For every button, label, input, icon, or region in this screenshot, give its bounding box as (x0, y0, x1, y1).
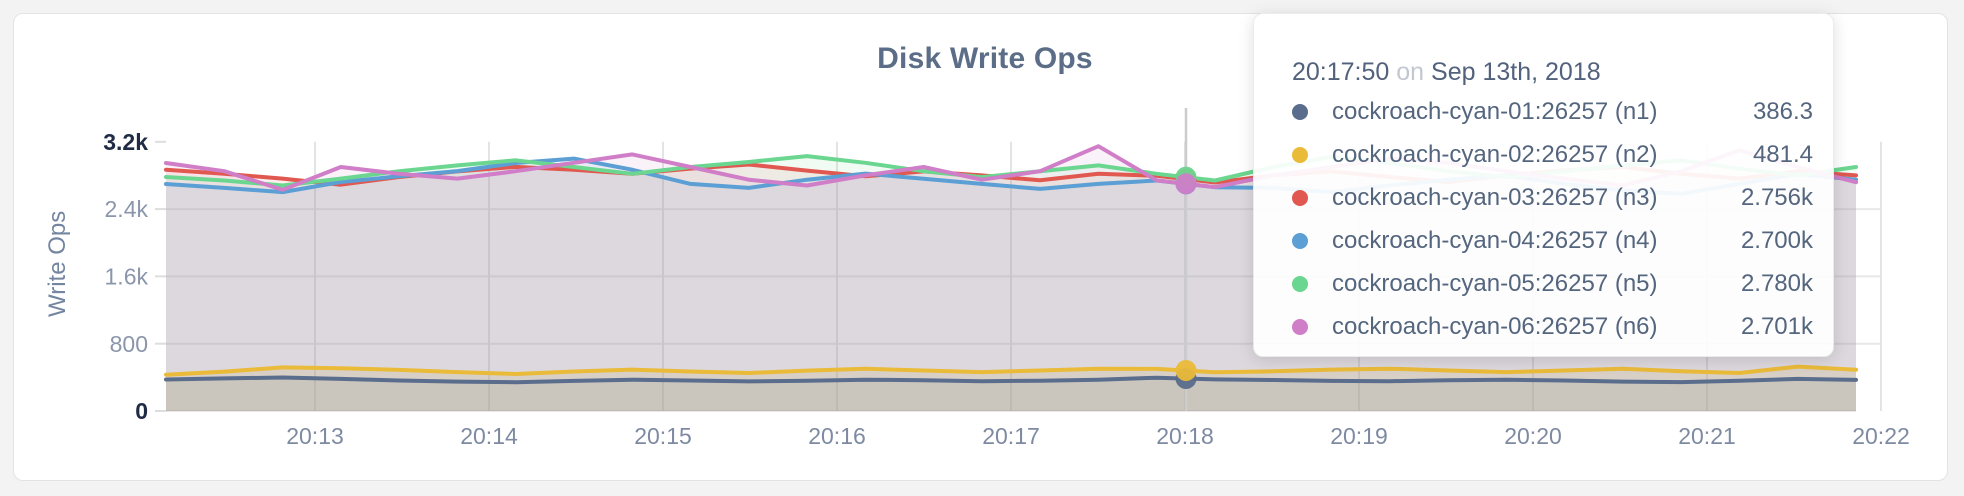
tooltip-connector: on (1396, 58, 1425, 86)
series-area-1 (166, 377, 1856, 411)
tooltip-row: cockroach-cyan-02:26257 (n2) 481.4 (1292, 133, 1813, 176)
x-tick-label: 20:18 (1156, 423, 1214, 449)
hover-tooltip: 20:17:50 on Sep 13th, 2018 cockroach-cya… (1253, 13, 1834, 357)
series-label: cockroach-cyan-06:26257 (n6) (1332, 312, 1658, 340)
series-value: 481.4 (1752, 140, 1813, 168)
series-label: cockroach-cyan-05:26257 (n5) (1332, 269, 1658, 297)
series-label: cockroach-cyan-04:26257 (n4) (1332, 226, 1658, 254)
series-line-1 (164, 375, 1858, 385)
series-value: 2.756k (1740, 183, 1813, 211)
x-tick-label: 20:14 (460, 423, 518, 449)
x-tick-label: 20:13 (286, 423, 344, 449)
series-color-dot (1292, 318, 1308, 335)
series-value: 2.780k (1740, 269, 1813, 297)
x-tick-label: 20:20 (1504, 423, 1562, 449)
series-value: 2.701k (1740, 312, 1813, 340)
hover-point-6 (1175, 173, 1197, 195)
tooltip-rows: cockroach-cyan-01:26257 (n1) 386.3 cockr… (1292, 90, 1813, 348)
series-line-2 (164, 364, 1858, 377)
y-tick-label: 2.4k (105, 196, 149, 222)
x-tick-label: 20:17 (982, 423, 1040, 449)
tooltip-row: cockroach-cyan-01:26257 (n1) 386.3 (1292, 90, 1813, 133)
series-color-dot (1292, 275, 1308, 292)
series-color-dot (1292, 189, 1308, 206)
series-color-dot (1292, 232, 1308, 249)
hover-point-2 (1175, 360, 1197, 382)
series-color-dot (1292, 146, 1308, 163)
y-tick-label: 3.2k (103, 129, 148, 155)
y-tick-label: 1.6k (105, 263, 149, 289)
tooltip-date: Sep 13th, 2018 (1431, 58, 1601, 86)
chart-title: Disk Write Ops (877, 42, 1093, 75)
x-tick-label: 20:19 (1330, 423, 1388, 449)
tooltip-row: cockroach-cyan-06:26257 (n6) 2.701k (1292, 305, 1813, 348)
x-tick-label: 20:15 (634, 423, 692, 449)
tooltip-row: cockroach-cyan-05:26257 (n5) 2.780k (1292, 262, 1813, 305)
x-tick-label: 20:21 (1678, 423, 1736, 449)
series-label: cockroach-cyan-03:26257 (n3) (1332, 183, 1658, 211)
y-tick-label: 0 (135, 398, 148, 424)
series-area-2 (166, 366, 1856, 411)
x-tick-label: 20:22 (1852, 423, 1910, 449)
tooltip-row: cockroach-cyan-03:26257 (n3) 2.756k (1292, 176, 1813, 219)
tooltip-row: cockroach-cyan-04:26257 (n4) 2.700k (1292, 219, 1813, 262)
series-label: cockroach-cyan-02:26257 (n2) (1332, 140, 1658, 168)
y-tick-label: 800 (110, 331, 148, 357)
tooltip-header: 20:17:50 on Sep 13th, 2018 (1292, 54, 1813, 90)
series-label: cockroach-cyan-01:26257 (n1) (1332, 97, 1658, 125)
x-tick-label: 20:16 (808, 423, 866, 449)
tooltip-time: 20:17:50 (1292, 58, 1390, 86)
series-color-dot (1292, 103, 1308, 120)
series-value: 2.700k (1740, 226, 1813, 254)
series-value: 386.3 (1752, 97, 1813, 125)
